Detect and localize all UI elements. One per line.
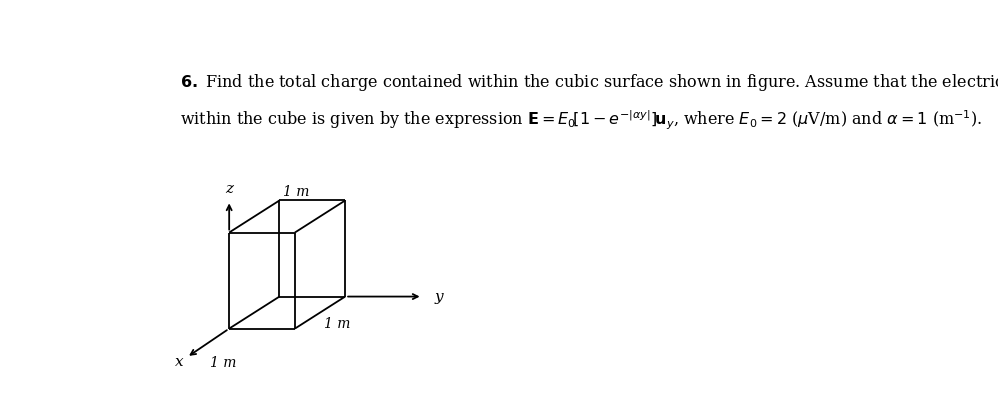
Text: z: z (226, 182, 234, 196)
Text: 1 m: 1 m (283, 185, 309, 199)
Text: x: x (175, 355, 184, 369)
Text: 1 m: 1 m (210, 356, 237, 370)
Text: y: y (434, 290, 443, 304)
Text: 1 m: 1 m (324, 317, 350, 332)
Text: $\mathbf{6.}$ Find the total charge contained within the cubic surface shown in : $\mathbf{6.}$ Find the total charge cont… (181, 72, 998, 93)
Text: within the cube is given by the expression $\mathbf{E} = E_0\!\left[1 - e^{-|\al: within the cube is given by the expressi… (181, 109, 983, 132)
